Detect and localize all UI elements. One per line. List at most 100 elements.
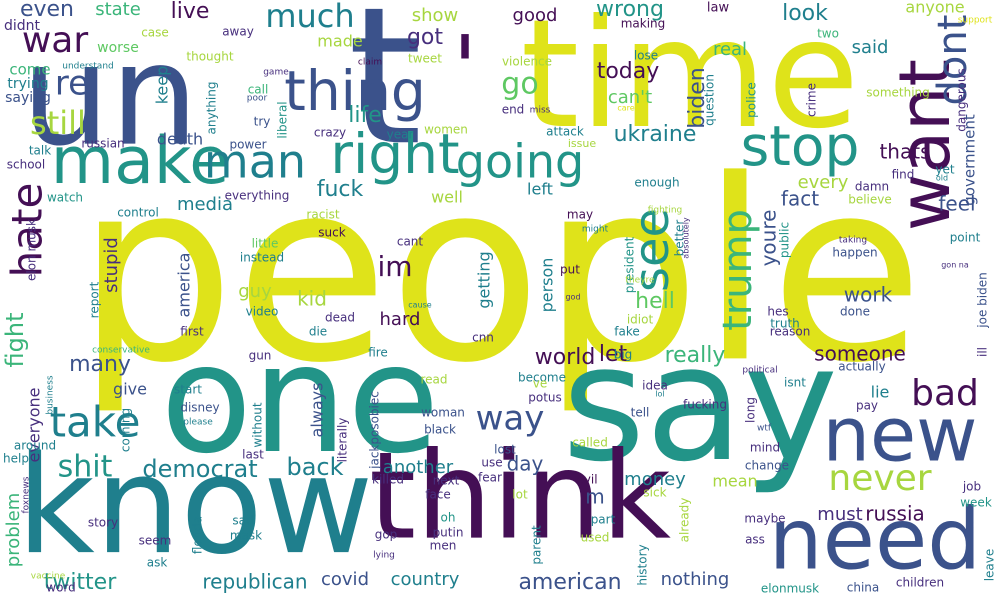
word-look: look [782,1,828,26]
word-getting: getting [475,251,494,308]
word-leave: leave [983,549,997,582]
word-much: much [265,0,354,35]
word-twitter: twitter [44,570,118,595]
word-republican: republican [202,570,307,594]
word-even: even [20,0,74,22]
word-really: really [665,343,726,368]
word-covid: covid [321,569,369,590]
word-woman: woman [421,406,465,420]
word-know: know [17,427,374,584]
word-think: think [369,428,672,567]
word-fake: fake [614,325,639,339]
word-everyone: everyone [25,388,44,463]
word-please: please [183,418,213,428]
word-show: show [412,5,459,26]
word-evil: evil [576,473,597,487]
word-hate: hate [3,183,52,278]
word-control: control [117,206,159,220]
word-media: media [177,194,233,215]
word-hard: hard [380,309,421,330]
word-pay: pay [856,399,878,413]
word-conservative: conservative [92,346,150,356]
word-let: let [599,342,628,367]
word-called: called [572,436,608,450]
word-war: war [22,20,89,61]
word-people: people [76,126,923,417]
word-liberal: liberal [276,101,290,138]
word-dangerous: dangerous [955,68,969,131]
word-gun: gun [249,349,272,363]
word-racist: racist [306,208,339,222]
word-attack: attack [546,125,584,139]
word-worse: worse [97,40,139,56]
word-report: report [88,281,102,318]
word-god: god [565,293,580,302]
word-care: care [617,104,634,113]
word-put: put [560,263,580,277]
word-black: black [424,423,456,437]
word-ass: ass [745,533,765,547]
word-story: story [88,516,118,530]
word-crime: crime [805,83,819,117]
word-miss: miss [530,106,551,116]
word-dead: dead [325,311,355,325]
word-ukraine: ukraine [614,122,697,147]
word-happen: happen [832,246,877,260]
word-kid: kid [297,287,327,311]
word-need: need [769,490,981,589]
word-long: long [744,397,758,423]
word-lol: lol [655,390,664,399]
word-already: already [678,498,692,543]
word-fuck: fuck [317,177,364,202]
word-one: one [160,313,439,487]
word-women: women [424,123,468,137]
word-start: start [174,383,202,397]
word-claim: claim [358,58,382,68]
word-going: going [456,135,584,189]
word-government: government [961,114,979,206]
word-violence: violence [502,55,552,69]
word-lost: lost [494,443,516,457]
word-said: said [852,37,889,58]
word-maybe: maybe [744,512,785,526]
word-back: back [286,453,343,481]
word-cnn: cnn [472,331,494,345]
word-lying: lying [373,551,395,561]
word-around: around [14,439,56,453]
word-cause: cause [408,301,432,310]
word-money: money [624,469,686,490]
word-real: real [713,39,747,60]
word-away: away [222,25,254,39]
word-putin: putin [433,526,464,540]
word-video: video [246,305,279,319]
word-help: help [3,452,29,466]
word-time: time [521,0,860,162]
word-see: see [624,208,680,292]
word-trying: trying [7,76,48,92]
word-state: state [95,0,141,20]
word-seem: seem [139,534,172,548]
word-find: find [892,168,915,182]
word-year: year [387,128,414,142]
word-never: never [828,458,931,499]
word-political: political [742,366,777,376]
word-someone: someone [814,342,906,366]
word-killed: killed [372,473,404,487]
word-re: re [55,64,89,104]
word-call: call [248,83,269,97]
word-youre: youre [757,210,781,267]
word-elon-musk: elon musk [25,219,39,281]
word-russia: russia [865,502,925,526]
word-lot: lot [512,488,528,502]
word-lie: lie [871,383,890,402]
word-word: word [46,581,76,595]
word-poor: poor [247,94,268,104]
word-sad: sad [232,514,253,528]
word-work: work [844,283,893,307]
word-police: police [745,82,759,118]
word-theyre: theyre [625,276,655,286]
word-idea: idea [642,379,668,393]
word-saying: saying [5,90,51,106]
word-another: another [383,457,454,478]
word-wrong: wrong [596,0,664,22]
